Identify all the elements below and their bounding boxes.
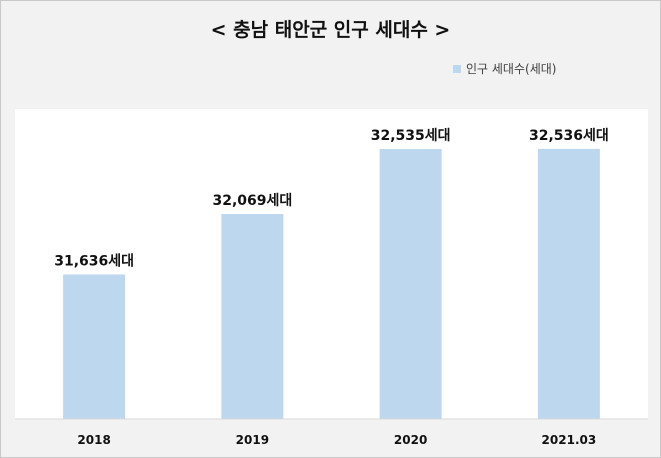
x-tick-label-2019: 2019 — [236, 433, 269, 447]
data-label-2021.03: 32,536세대 — [529, 128, 609, 144]
data-label-2019: 32,069세대 — [212, 193, 292, 209]
bar-2021.03 — [537, 148, 600, 420]
bar-2018 — [63, 274, 126, 419]
legend-label: 인구 세대수(세대) — [466, 62, 557, 76]
data-label-2020: 32,535세대 — [371, 128, 451, 144]
x-tick-label-2018: 2018 — [77, 433, 110, 447]
chart-title: < 충남 태안군 인구 세대수 > — [210, 19, 451, 41]
legend: 인구 세대수(세대) — [453, 60, 556, 77]
x-tick-label-2021.03: 2021.03 — [542, 433, 597, 447]
bar-2020 — [379, 149, 442, 419]
data-label-2018: 31,636세대 — [54, 253, 134, 269]
bar-2019 — [221, 214, 284, 419]
x-tick-label-2020: 2020 — [394, 433, 427, 447]
legend-swatch — [453, 64, 461, 73]
